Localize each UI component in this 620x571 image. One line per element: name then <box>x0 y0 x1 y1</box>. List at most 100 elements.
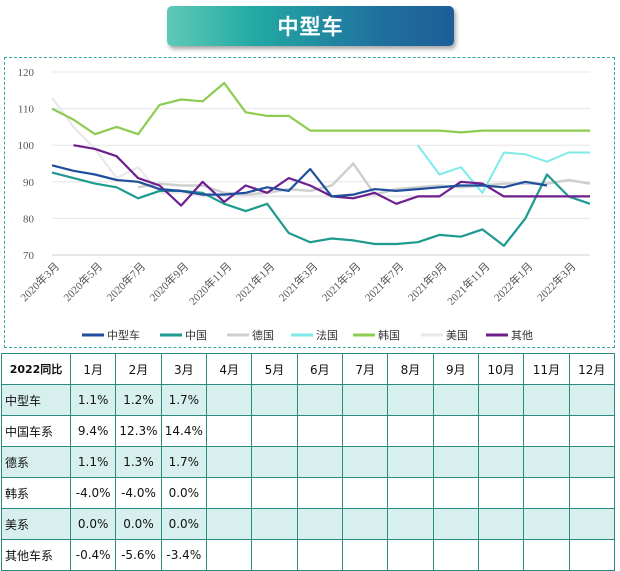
table-cell <box>341 477 389 509</box>
month-header: 11月 <box>523 353 570 385</box>
x-tick-label: 2020年3月 <box>17 259 62 304</box>
table-cell <box>432 539 479 571</box>
table-cell <box>251 384 298 416</box>
table-row: 其他车系 -0.4% -5.6% -3.4% <box>1 539 616 571</box>
table-cell <box>251 477 298 509</box>
x-tick-label: 2020年5月 <box>60 259 105 304</box>
chart-gridlines <box>52 71 590 256</box>
table-cell: 1.1% <box>69 446 117 478</box>
row-label: 中国车系 <box>1 415 71 447</box>
table-cell <box>341 508 389 540</box>
table-cell <box>296 539 343 571</box>
table-cell <box>205 415 253 447</box>
month-header: 9月 <box>432 353 479 385</box>
series-line-3 <box>416 144 590 194</box>
x-tick-label: 2021年9月 <box>405 259 450 304</box>
table-cell: 1.7% <box>160 384 207 416</box>
table-row: 美系 0.0% 0.0% 0.0% <box>1 508 616 540</box>
table-cell <box>432 508 479 540</box>
table-cell: 0.0% <box>115 508 162 540</box>
legend-label: 其他 <box>511 329 533 342</box>
table-corner-label: 2022同比 <box>1 353 71 385</box>
month-header: 3月 <box>160 353 207 385</box>
table-cell <box>477 477 525 509</box>
legend-label: 中型车 <box>107 328 140 342</box>
table-cell: 9.4% <box>69 415 117 447</box>
table-row: 中型车 1.1% 1.2% 1.7% <box>1 384 616 416</box>
chart-legend: 中型车 中国 德国 法国 韩国 美国 其他 <box>82 328 533 342</box>
table-cell <box>251 446 298 478</box>
table-cell <box>341 539 389 571</box>
legend-label: 韩国 <box>378 328 400 342</box>
table-cell: 1.1% <box>69 384 117 416</box>
table-cell <box>387 446 434 478</box>
table-cell: -4.0% <box>69 477 117 509</box>
table-row: 韩系 -4.0% -4.0% 0.0% <box>1 477 616 509</box>
legend-label: 美国 <box>446 329 468 342</box>
y-axis-ticks: 70 80 90 100 110 120 <box>18 67 35 262</box>
table-cell <box>296 477 343 509</box>
series-line-0 <box>51 164 548 198</box>
y-tick-label: 120 <box>18 67 35 79</box>
table-cell <box>296 446 343 478</box>
row-label: 美系 <box>1 508 71 540</box>
title-banner: 中型车 <box>167 6 454 46</box>
table-cell <box>568 446 616 478</box>
month-header: 5月 <box>251 353 298 385</box>
table-cell: -3.4% <box>160 539 207 571</box>
table-cell <box>477 508 525 540</box>
table-cell: -0.4% <box>69 539 117 571</box>
series-line-1 <box>51 171 591 247</box>
table-cell <box>205 539 253 571</box>
x-tick-label: 2021年7月 <box>362 259 407 304</box>
table-cell <box>296 384 343 416</box>
month-header: 2月 <box>115 353 162 385</box>
x-tick-label: 2022年1月 <box>491 259 536 304</box>
table-cell: -5.6% <box>115 539 162 571</box>
x-tick-label: 2022年3月 <box>534 259 579 304</box>
x-tick-label: 2021年3月 <box>275 259 320 304</box>
table-cell <box>523 446 570 478</box>
x-tick-label: 2020年7月 <box>103 259 148 304</box>
table-cell <box>387 477 434 509</box>
table-cell <box>432 477 479 509</box>
table-cell: 12.3% <box>115 415 162 447</box>
table-cell <box>568 539 616 571</box>
yoy-table: 2022同比 1月 2月 3月 4月 5月 6月 7月 8月 9月 10月 11月 12月 中型车 1.1%… <box>1 353 616 571</box>
row-label: 其他车系 <box>1 539 71 571</box>
legend-label: 法国 <box>316 328 338 342</box>
table-cell: 1.3% <box>115 446 162 478</box>
month-header: 4月 <box>205 353 253 385</box>
y-tick-label: 70 <box>23 250 35 262</box>
series-line-4 <box>51 81 590 136</box>
table-cell <box>251 539 298 571</box>
series-line-5 <box>51 96 590 198</box>
month-header: 7月 <box>341 353 389 385</box>
table-cell <box>523 415 570 447</box>
table-cell <box>523 508 570 540</box>
table-cell <box>341 415 389 447</box>
table-cell <box>523 539 570 571</box>
y-tick-label: 80 <box>23 213 35 225</box>
table-cell <box>387 508 434 540</box>
y-tick-label: 100 <box>18 140 35 152</box>
row-label: 韩系 <box>1 477 71 509</box>
table-cell <box>205 477 253 509</box>
table-cell <box>432 384 479 416</box>
table-cell <box>341 384 389 416</box>
y-tick-label: 110 <box>18 104 35 116</box>
month-header: 1月 <box>69 353 117 385</box>
legend-label: 中国 <box>185 329 207 342</box>
chart-series <box>51 81 591 247</box>
x-tick-label: 2020年11月 <box>186 259 235 308</box>
month-header: 10月 <box>477 353 525 385</box>
table-cell: -4.0% <box>115 477 162 509</box>
legend-label: 德国 <box>252 328 274 342</box>
table-cell <box>477 446 525 478</box>
table-cell <box>477 539 525 571</box>
table-cell <box>296 415 343 447</box>
table-cell <box>523 384 570 416</box>
page-title: 中型车 <box>277 15 344 39</box>
